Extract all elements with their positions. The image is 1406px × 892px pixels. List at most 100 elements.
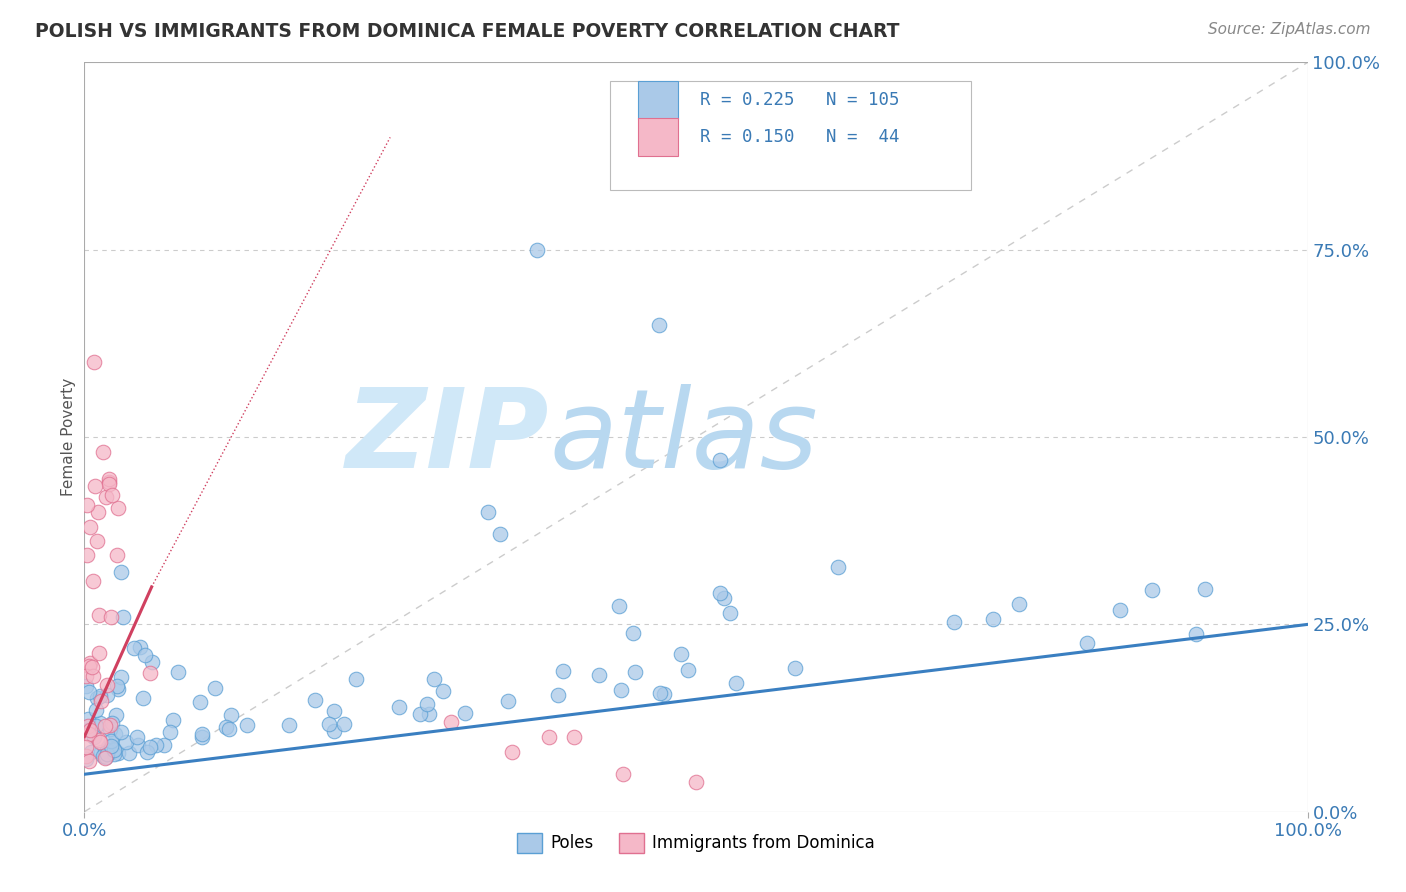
Point	[942, 615, 965, 629]
Point	[77, 723, 100, 737]
Point	[416, 697, 439, 711]
Point	[1008, 597, 1031, 611]
Point	[713, 591, 735, 606]
Point	[423, 672, 446, 686]
Point	[89, 715, 111, 730]
Point	[440, 714, 463, 729]
Point	[79, 727, 101, 741]
Point	[98, 477, 121, 491]
Point	[118, 746, 141, 760]
Point	[89, 732, 111, 747]
Point	[105, 707, 128, 722]
Point	[215, 720, 238, 734]
Text: Source: ZipAtlas.com: Source: ZipAtlas.com	[1208, 22, 1371, 37]
Point	[134, 648, 156, 662]
Point	[139, 739, 162, 754]
Point	[86, 691, 108, 706]
Point	[87, 608, 110, 623]
Point	[105, 548, 128, 562]
Point	[1076, 636, 1098, 650]
Point	[76, 712, 98, 726]
Point	[418, 706, 440, 721]
Point	[709, 452, 731, 467]
Point	[84, 479, 107, 493]
Point	[90, 694, 112, 708]
Point	[89, 689, 111, 703]
Point	[553, 665, 575, 679]
Point	[83, 355, 105, 369]
Point	[100, 715, 122, 730]
Point	[496, 694, 519, 708]
Point	[90, 745, 112, 759]
Point	[75, 679, 97, 693]
Point	[94, 719, 117, 733]
Point	[77, 719, 100, 733]
Point	[162, 713, 184, 727]
Point	[562, 730, 585, 744]
Point	[100, 734, 122, 748]
Point	[96, 678, 118, 692]
Point	[77, 754, 100, 768]
Point	[75, 739, 97, 754]
Point	[110, 725, 132, 739]
Point	[526, 243, 548, 257]
Point	[107, 747, 129, 761]
Point	[100, 739, 122, 753]
Point	[676, 663, 699, 677]
Point	[100, 722, 122, 736]
Point	[96, 490, 118, 504]
Point	[408, 706, 430, 721]
Point	[125, 730, 148, 744]
FancyBboxPatch shape	[610, 81, 972, 190]
Point	[104, 727, 127, 741]
Point	[98, 472, 121, 486]
Point	[110, 670, 132, 684]
Point	[709, 586, 731, 600]
Point	[96, 747, 118, 762]
Point	[388, 699, 411, 714]
Text: R = 0.150   N =  44: R = 0.150 N = 44	[700, 128, 900, 146]
Point	[905, 175, 928, 189]
Y-axis label: Female Poverty: Female Poverty	[60, 378, 76, 496]
Point	[131, 690, 153, 705]
Point	[718, 606, 741, 620]
Point	[610, 683, 633, 698]
Point	[167, 665, 190, 679]
Point	[75, 749, 97, 764]
Point	[98, 718, 121, 732]
Point	[981, 612, 1004, 626]
Point	[159, 724, 181, 739]
Text: R = 0.225   N = 105: R = 0.225 N = 105	[700, 91, 900, 109]
Point	[110, 565, 132, 579]
Point	[538, 730, 561, 744]
Point	[333, 717, 356, 731]
Legend: Poles, Immigrants from Dominica: Poles, Immigrants from Dominica	[510, 826, 882, 860]
Point	[96, 688, 118, 702]
Point	[79, 520, 101, 534]
Point	[107, 682, 129, 697]
Point	[547, 688, 569, 702]
Point	[235, 718, 257, 732]
Point	[75, 669, 97, 683]
Point	[1184, 627, 1206, 641]
Point	[650, 686, 672, 700]
Point	[190, 727, 212, 741]
Point	[1140, 583, 1163, 598]
Point	[94, 749, 117, 764]
Point	[218, 722, 240, 736]
Point	[96, 743, 118, 757]
Point	[612, 767, 634, 781]
Point	[323, 723, 346, 738]
Point	[191, 730, 214, 744]
Point	[103, 747, 125, 762]
Point	[588, 668, 610, 682]
Point	[827, 559, 849, 574]
Point	[89, 735, 111, 749]
Point	[139, 666, 162, 681]
Point	[127, 738, 149, 752]
FancyBboxPatch shape	[638, 119, 678, 156]
Point	[432, 684, 454, 698]
Point	[454, 706, 477, 720]
Point	[80, 745, 103, 759]
Point	[103, 742, 125, 756]
